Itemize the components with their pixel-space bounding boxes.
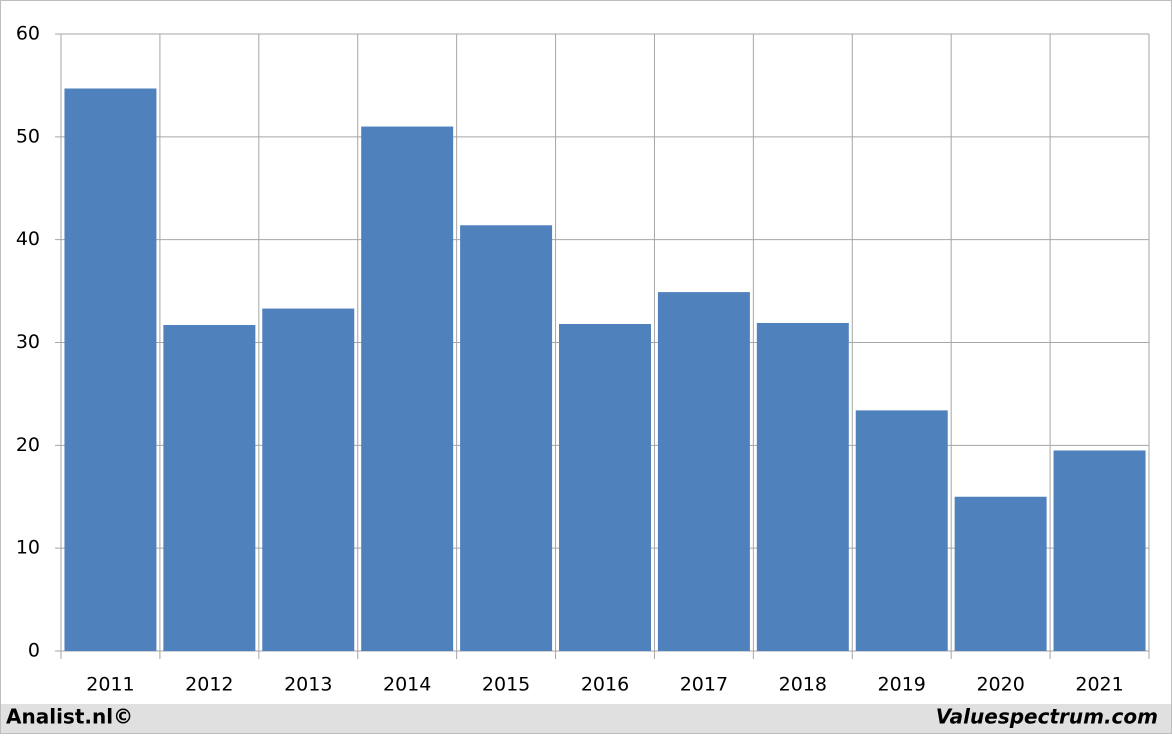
bar — [1053, 450, 1146, 651]
x-tick-label: 2015 — [482, 674, 530, 696]
x-tick-label: 2018 — [779, 674, 827, 696]
x-tick-label: 2013 — [284, 674, 332, 696]
x-tick-label: 2021 — [1075, 674, 1123, 696]
footer-band — [1, 704, 1171, 733]
footer-right: Valuespectrum.com — [936, 705, 1158, 729]
x-tick-label: 2012 — [185, 674, 233, 696]
x-tick-label: 2017 — [680, 674, 728, 696]
x-tick-label: 2020 — [976, 674, 1024, 696]
bar — [855, 410, 948, 651]
footer-left: Analist.nl© — [6, 705, 133, 729]
y-tick-label: 60 — [16, 23, 40, 45]
y-tick-label: 40 — [16, 228, 40, 250]
x-tick-label: 2019 — [878, 674, 926, 696]
y-tick-label: 20 — [16, 434, 40, 456]
y-tick-label: 30 — [16, 331, 40, 353]
bar — [954, 496, 1047, 651]
y-tick-label: 50 — [16, 125, 40, 147]
bar — [262, 308, 355, 651]
bar — [163, 325, 256, 651]
bar — [460, 225, 553, 651]
y-tick-label: 10 — [16, 537, 40, 559]
x-tick-label: 2014 — [383, 674, 431, 696]
bar — [64, 88, 157, 652]
x-tick-label: 2011 — [86, 674, 134, 696]
bar — [361, 126, 454, 652]
bar — [657, 292, 750, 651]
bar — [756, 322, 849, 651]
bar — [559, 323, 651, 651]
x-tick-label: 2016 — [581, 674, 629, 696]
y-tick-label: 0 — [28, 640, 40, 662]
